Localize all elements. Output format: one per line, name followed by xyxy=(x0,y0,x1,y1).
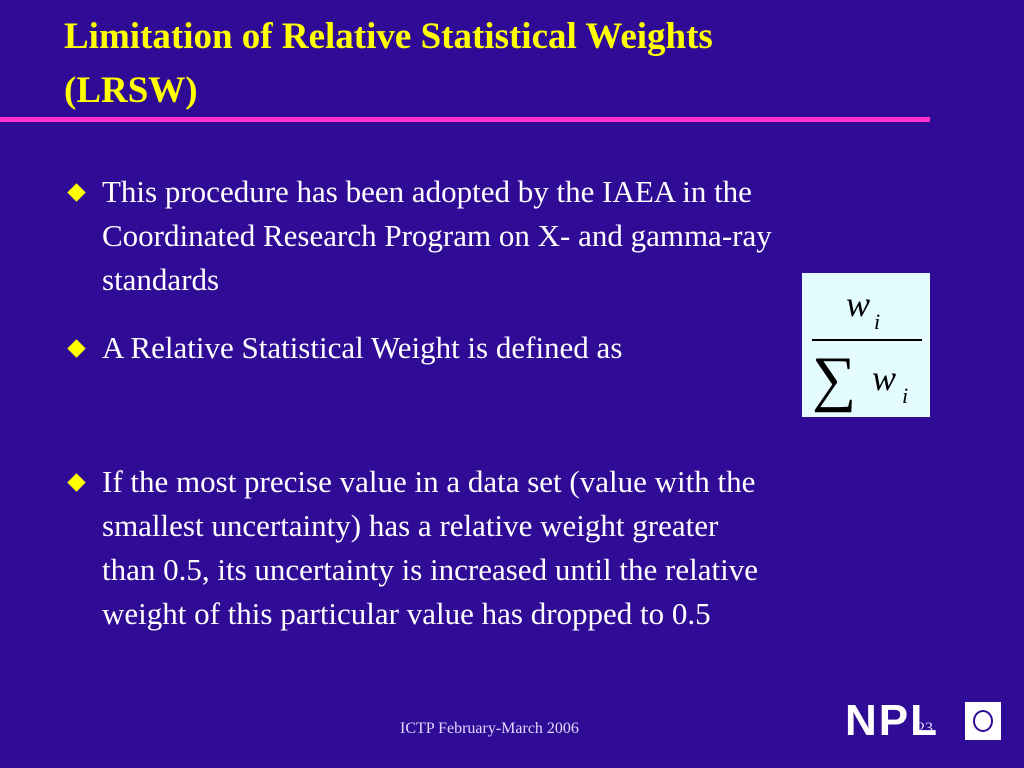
footer-text: ICTP February-March 2006 xyxy=(400,720,579,737)
bullet-text: A Relative Statistical Weight is defined… xyxy=(102,330,623,365)
logo-emblem xyxy=(965,702,1001,740)
bullet-text: This procedure has been adopted by the I… xyxy=(102,174,752,209)
formula-box: w i ∑ w i xyxy=(802,273,930,417)
title-line: Limitation of Relative Statistical Weigh… xyxy=(64,16,713,57)
bullet-marker xyxy=(67,339,86,358)
bullet-text: weight of this particular value has drop… xyxy=(102,596,711,631)
bullet-marker xyxy=(67,183,86,202)
logo: NPL xyxy=(845,696,1005,745)
bullet-text: standards xyxy=(102,262,220,297)
title-line: (LRSW) xyxy=(64,70,198,111)
denominator-base: w xyxy=(872,358,897,398)
bullet-marker xyxy=(67,473,86,492)
numerator-sub: i xyxy=(874,309,881,334)
bullet-text: Coordinated Research Program on X- and g… xyxy=(102,218,772,253)
bullet-text: smallest uncertainty) has a relative wei… xyxy=(102,508,719,543)
denominator-sub: i xyxy=(902,383,909,408)
bullet-text: If the most precise value in a data set … xyxy=(102,464,756,499)
bullet-text: than 0.5, its uncertainty is increased u… xyxy=(102,552,758,587)
title-rule xyxy=(0,117,930,122)
sum-symbol: ∑ xyxy=(812,345,857,413)
fraction-bar xyxy=(812,339,922,341)
page-number: 23 xyxy=(917,720,933,737)
logo-text: NPL xyxy=(845,696,939,745)
numerator-base: w xyxy=(846,284,871,324)
